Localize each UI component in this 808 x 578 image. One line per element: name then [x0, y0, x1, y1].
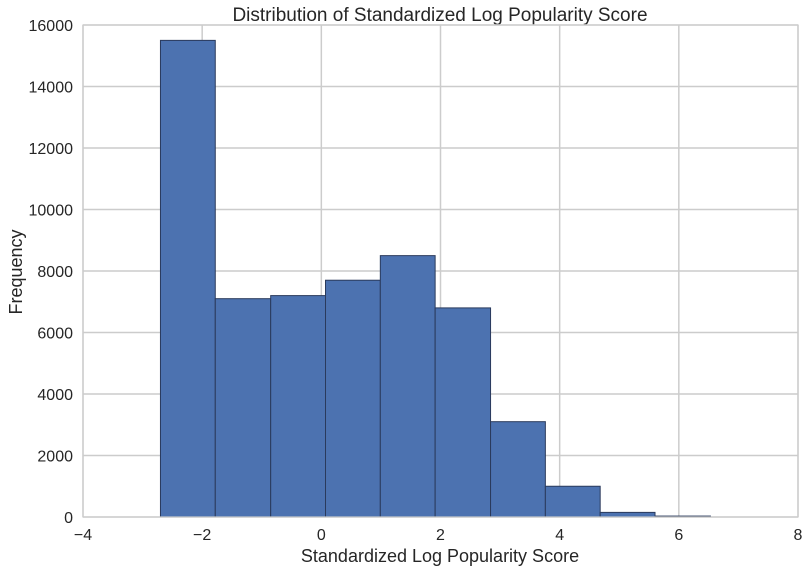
histogram-bar: [325, 279, 381, 518]
x-tick-label: 6: [674, 527, 683, 544]
y-tick-label: 2000: [37, 449, 73, 466]
y-tick-label: 12000: [29, 141, 74, 158]
histogram-bar: [434, 307, 492, 518]
x-tick-labels: −4 −2 0 2 4 6 8: [74, 527, 803, 544]
x-tick-label: −2: [193, 527, 211, 544]
x-tick-label: 2: [436, 527, 445, 544]
y-axis-label: Frequency: [6, 229, 26, 314]
histogram-bar: [159, 39, 216, 518]
y-tick-label: 10000: [29, 203, 74, 220]
chart-title: Distribution of Standardized Log Popular…: [232, 5, 647, 26]
y-tick-label: 14000: [29, 80, 74, 97]
y-tick-labels: 0 2000 4000 6000 8000 10000 12000 14000 16000: [29, 18, 74, 527]
x-axis-label: Standardized Log Popularity Score: [301, 546, 579, 566]
y-tick-label: 0: [64, 510, 73, 527]
y-tick-label: 4000: [37, 387, 73, 404]
histogram-bars: [159, 39, 711, 518]
x-tick-label: 4: [555, 527, 564, 544]
histogram-bar: [379, 255, 436, 518]
histogram-bar: [490, 421, 546, 518]
plot-frame: [82, 24, 799, 518]
histogram-bar: [214, 298, 272, 518]
histogram-bar: [599, 511, 656, 518]
x-tick-label: −4: [74, 527, 92, 544]
x-tick-label: 8: [794, 527, 803, 544]
y-tick-label: 6000: [37, 326, 73, 343]
histogram-bar: [270, 295, 327, 518]
y-tick-label: 8000: [37, 264, 73, 281]
y-tick-label: 16000: [29, 18, 74, 35]
x-tick-label: 0: [317, 527, 326, 544]
histogram-bar: [544, 485, 601, 518]
